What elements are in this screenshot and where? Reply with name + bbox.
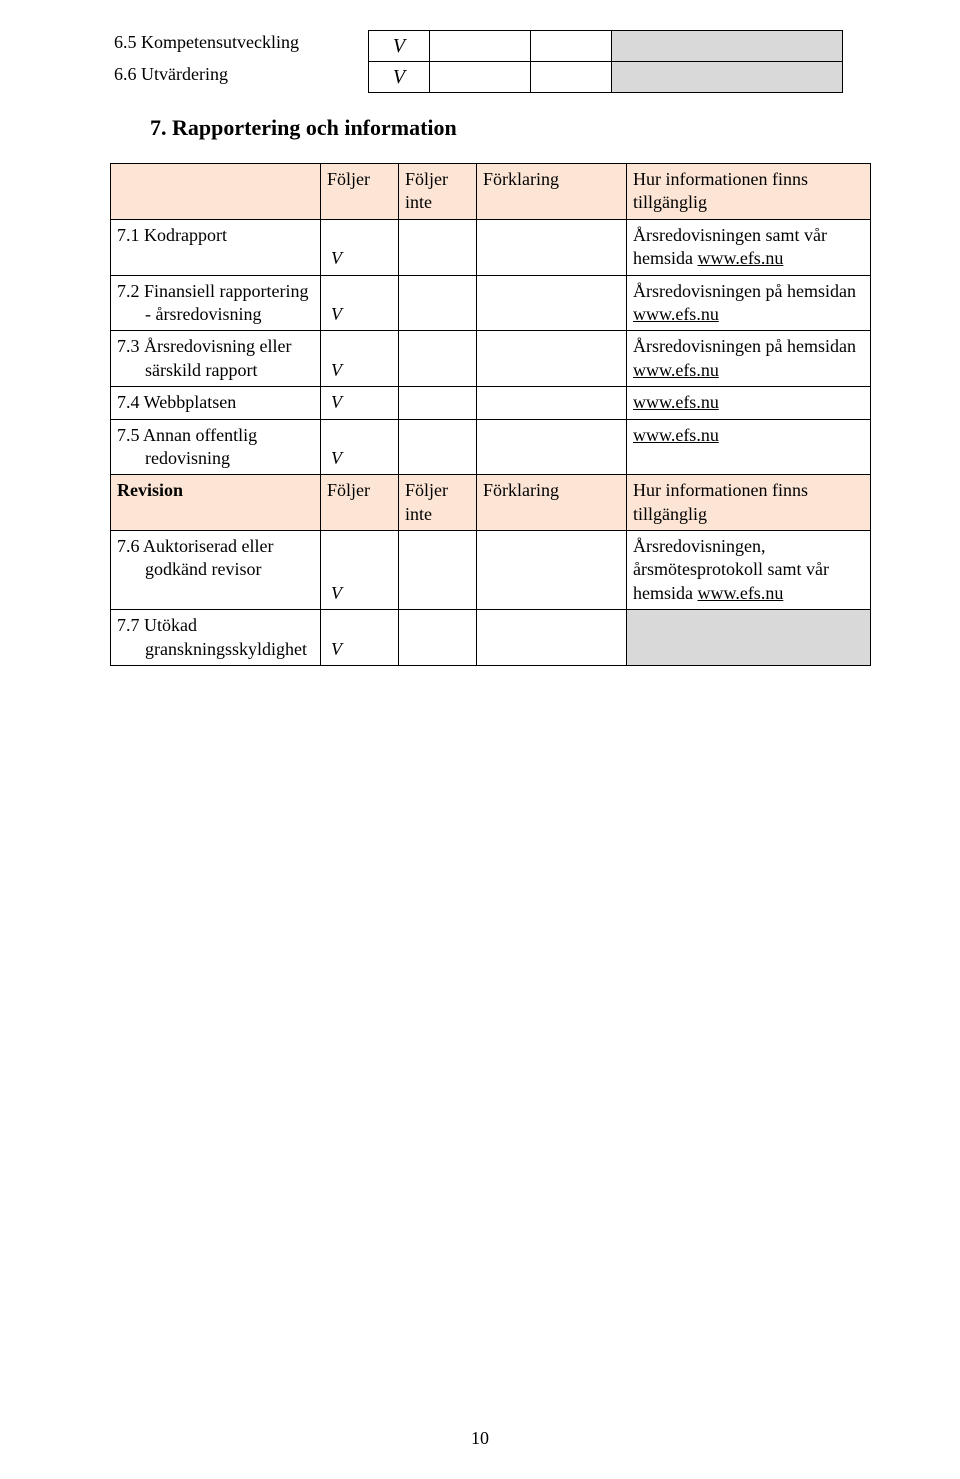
info-link[interactable]: www.efs.nu [633,304,719,324]
info-pre: Årsredovisningen på hemsidan [633,281,856,301]
info-link[interactable]: www.efs.nu [633,360,719,380]
row-6-6-c4 [612,62,843,93]
page: 6.5 Kompetensutveckling V 6.6 Utvärderin… [0,0,960,1479]
table-row: 7.7 Utökad granskningsskyldighet V [111,610,871,666]
row-label: 7.2 Finansiell rapportering - årsredovis… [111,275,321,331]
row-label: 7.4 Webbplatsen [111,387,321,419]
info-link[interactable]: www.efs.nu [633,392,719,412]
row-foljer-inte [399,419,477,475]
row-info: Årsredovisningen på hemsidan www.efs.nu [627,331,871,387]
info-link[interactable]: www.efs.nu [698,248,784,268]
row-6-6-cells: V [368,62,843,93]
hdr-info: Hur informationen finns tillgänglig [627,164,871,220]
row-6-5-c4 [612,30,843,62]
row-forklaring [477,219,627,275]
hdr-foljer-inte: Följer inte [399,164,477,220]
row-6-5-c3 [531,30,612,62]
rev-hdr-foljer-inte: Följer inte [399,475,477,531]
row-foljer-inte [399,275,477,331]
info-link[interactable]: www.efs.nu [698,583,784,603]
row-forklaring [477,419,627,475]
table-row: 7.2 Finansiell rapportering - årsredovis… [111,275,871,331]
row-label: 7.7 Utökad granskningsskyldighet [111,610,321,666]
row-mark: V [321,219,399,275]
row-foljer-inte [399,610,477,666]
row-mark: V [321,531,399,610]
row-mark: V [321,275,399,331]
row-mark: V [321,419,399,475]
row-foljer-inte [399,331,477,387]
row-6-5-c2 [430,30,531,62]
row-forklaring [477,610,627,666]
row-6-6-label: 6.6 Utvärdering [110,62,368,93]
table-header-row: Följer Följer inte Förklaring Hur inform… [111,164,871,220]
row-mark: V [321,610,399,666]
hdr-foljer: Följer [321,164,399,220]
row-foljer-inte [399,387,477,419]
row-mark: V [321,331,399,387]
info-link[interactable]: www.efs.nu [633,425,719,445]
table-row: 7.4 Webbplatsen V www.efs.nu [111,387,871,419]
row-forklaring [477,387,627,419]
row-info: www.efs.nu [627,387,871,419]
rev-hdr-label: Revision [111,475,321,531]
row-info-grey [627,610,871,666]
row-forklaring [477,331,627,387]
info-pre: Årsredovisningen på hemsidan [633,336,856,356]
row-6-5-cells: V [368,30,843,62]
section-heading: 7. Rapportering och information [150,115,880,141]
row-info: Årsredovisningen, årsmötesprotokoll samt… [627,531,871,610]
row-label: 7.6 Auktoriserad eller godkänd revisor [111,531,321,610]
table-row: 7.6 Auktoriserad eller godkänd revisor V… [111,531,871,610]
row-6-6: 6.6 Utvärdering V [110,62,880,93]
row-6-5-mark: V [368,30,430,62]
rev-hdr-foljer: Följer [321,475,399,531]
row-6-5-label: 6.5 Kompetensutveckling [110,30,368,62]
revision-header-row: Revision Följer Följer inte Förklaring H… [111,475,871,531]
main-table: Följer Följer inte Förklaring Hur inform… [110,163,871,666]
row-foljer-inte [399,531,477,610]
row-label: 7.1 Kodrapport [111,219,321,275]
row-info: www.efs.nu [627,419,871,475]
row-6-6-c2 [430,62,531,93]
row-6-6-c3 [531,62,612,93]
table-row: 7.1 Kodrapport V Årsredovisningen samt v… [111,219,871,275]
hdr-blank [111,164,321,220]
row-label: 7.3 Årsredovisning eller särskild rappor… [111,331,321,387]
rev-hdr-info: Hur informationen finns tillgänglig [627,475,871,531]
row-info: Årsredovisningen samt vår hemsida www.ef… [627,219,871,275]
row-6-5: 6.5 Kompetensutveckling V [110,30,880,62]
row-info: Årsredovisningen på hemsidan www.efs.nu [627,275,871,331]
table-row: 7.5 Annan offentlig redovisning V www.ef… [111,419,871,475]
page-number: 10 [0,1428,960,1449]
row-forklaring [477,275,627,331]
row-mark: V [321,387,399,419]
row-foljer-inte [399,219,477,275]
hdr-forklaring: Förklaring [477,164,627,220]
rev-hdr-forklaring: Förklaring [477,475,627,531]
row-6-6-mark: V [368,62,430,93]
row-label: 7.5 Annan offentlig redovisning [111,419,321,475]
table-row: 7.3 Årsredovisning eller särskild rappor… [111,331,871,387]
row-forklaring [477,531,627,610]
